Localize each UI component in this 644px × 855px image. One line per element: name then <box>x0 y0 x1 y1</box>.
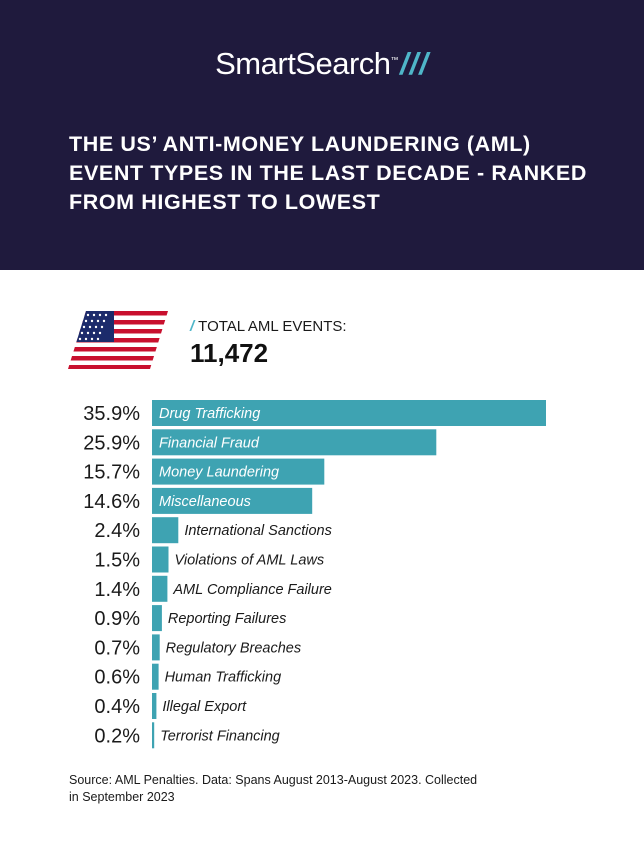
category-label: International Sanctions <box>184 523 332 539</box>
value-label: 15.7% <box>83 462 140 484</box>
source-line: in September 2023 <box>69 790 175 804</box>
value-label: 0.2% <box>94 725 140 747</box>
brand-name: SmartSearch <box>215 46 391 81</box>
category-label: Illegal Export <box>162 699 247 715</box>
bar-7 <box>152 605 162 632</box>
category-label: Financial Fraud <box>159 435 260 451</box>
value-label: 25.9% <box>83 432 140 454</box>
bar-chart: 35.9% Drug Trafficking 25.9% Financial Frau… <box>83 400 546 749</box>
source-note: Source: AML Penalties. Data: Spans Augus… <box>69 772 529 806</box>
category-label: Drug Trafficking <box>159 406 260 422</box>
total-events-value: 11,472 <box>190 338 269 368</box>
bar-3 <box>152 487 313 514</box>
title-line: THE US’ ANTI-MONEY LAUNDERING (AML) <box>69 132 531 156</box>
category-label: Regulatory Breaches <box>166 640 301 656</box>
value-label: 14.6% <box>83 491 140 513</box>
us-flag-icon <box>68 311 168 369</box>
value-label: 1.4% <box>94 579 140 601</box>
bar-10 <box>152 693 157 719</box>
category-label: Violations of AML Laws <box>174 553 324 569</box>
slash-icon: / <box>190 318 195 335</box>
category-label: Terrorist Financing <box>160 728 280 744</box>
bar-4 <box>152 517 179 544</box>
category-label: Miscellaneous <box>159 494 251 510</box>
category-label: Human Trafficking <box>165 670 282 686</box>
brand-mark: /// <box>400 46 429 81</box>
bar-0 <box>152 400 546 426</box>
source-line: Source: AML Penalties. Data: Spans Augus… <box>69 773 478 787</box>
header-banner: SmartSearch™/// THE US’ ANTI-MONEY LAUND… <box>0 0 644 270</box>
bar-6 <box>152 575 168 602</box>
total-events-label: / TOTAL AML EVENTS: <box>190 318 347 335</box>
value-label: 2.4% <box>94 520 140 542</box>
bar-1 <box>152 429 437 456</box>
category-label: Money Laundering <box>159 465 279 481</box>
page-title: THE US’ ANTI-MONEY LAUNDERING (AML) EVEN… <box>69 130 609 217</box>
category-label: Reporting Failures <box>168 611 286 627</box>
value-label: 0.7% <box>94 637 140 659</box>
title-line: FROM HIGHEST TO LOWEST <box>69 190 381 214</box>
bar-2 <box>152 458 325 485</box>
category-label: AML Compliance Failure <box>172 582 332 598</box>
value-label: 0.6% <box>94 667 140 689</box>
title-line: EVENT TYPES IN THE LAST DECADE - RANKED <box>69 161 587 185</box>
value-label: 0.9% <box>94 608 140 630</box>
bar-5 <box>152 546 169 573</box>
brand-logo: SmartSearch™/// <box>215 46 429 81</box>
value-label: 35.9% <box>83 403 140 425</box>
bar-8 <box>152 634 160 661</box>
bar-9 <box>152 663 159 690</box>
bar-11 <box>152 722 155 749</box>
value-label: 1.5% <box>94 550 140 572</box>
value-label: 0.4% <box>94 696 140 718</box>
